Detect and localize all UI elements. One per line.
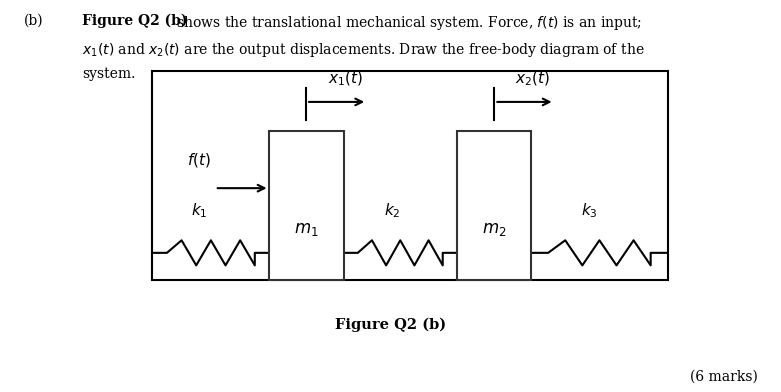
Text: $m_2$: $m_2$ [482,221,506,238]
Text: $k_2$: $k_2$ [383,201,401,220]
Bar [457,131,531,280]
Text: $f(t)$: $f(t)$ [187,151,211,169]
Bar [269,131,344,280]
Text: Figure Q2 (b): Figure Q2 (b) [335,318,446,332]
Text: system.: system. [82,67,135,82]
Text: (6 marks): (6 marks) [690,370,758,384]
Text: $x_2(t)$: $x_2(t)$ [515,70,551,88]
Text: (b): (b) [23,14,43,28]
Text: $x_1(t)$: $x_1(t)$ [328,70,363,88]
Bar [152,71,668,280]
Text: Figure Q2 (b): Figure Q2 (b) [82,14,187,28]
Text: shows the translational mechanical system. Force, $f(t)$ is an input;: shows the translational mechanical syste… [172,14,642,32]
Text: $x_1(t)$ and $x_2(t)$ are the output displacements. Draw the free-body diagram o: $x_1(t)$ and $x_2(t)$ are the output dis… [82,41,644,59]
Text: $k_1$: $k_1$ [191,201,208,220]
Text: $k_3$: $k_3$ [581,201,598,220]
Text: $m_1$: $m_1$ [294,221,319,238]
